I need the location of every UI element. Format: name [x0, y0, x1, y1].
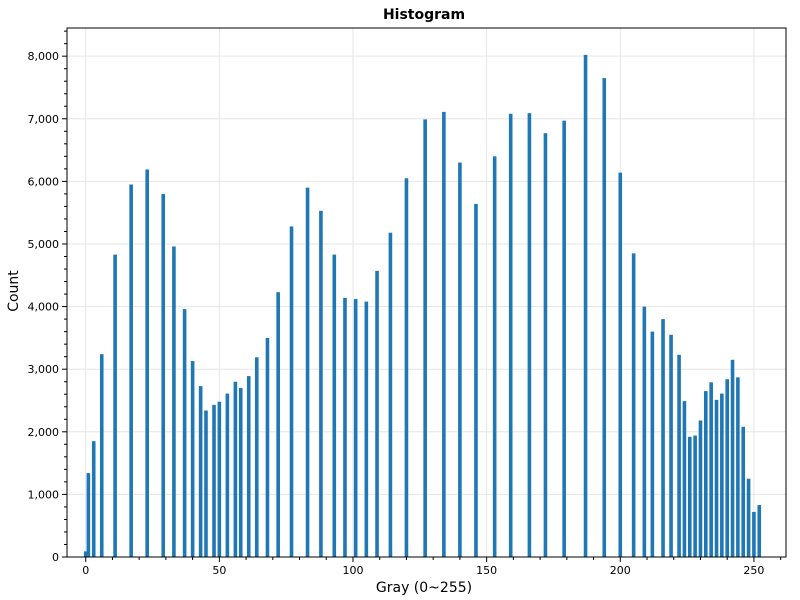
histogram-bar [650, 331, 655, 557]
histogram-bar [442, 111, 446, 557]
histogram-bar [375, 270, 379, 557]
histogram-bar [86, 473, 91, 557]
histogram-bar [752, 511, 756, 557]
y-axis-label: Count [6, 270, 22, 312]
histogram-bar [332, 254, 337, 557]
histogram-bar [736, 377, 740, 557]
y-tick-label: 2,000 [28, 426, 60, 439]
histogram-bar [687, 436, 692, 557]
histogram-bar [388, 232, 393, 557]
histogram-bar [161, 193, 166, 557]
histogram-bar [364, 301, 369, 557]
histogram-bar [583, 54, 588, 558]
histogram-bar [423, 119, 427, 558]
histogram-bar [233, 381, 238, 557]
histogram-bar [190, 361, 195, 557]
histogram-bar [669, 334, 673, 557]
x-axis-label: Gray (0~255) [376, 580, 472, 596]
histogram-bar [265, 337, 270, 557]
y-tick-label: 4,000 [28, 301, 60, 314]
histogram-bar [204, 410, 208, 557]
histogram-bar [693, 435, 697, 557]
y-tick-label: 7,000 [28, 113, 60, 126]
histogram-bar [404, 178, 409, 557]
histogram-bar [661, 319, 665, 557]
histogram-bar [254, 357, 259, 557]
axes-layer [66, 27, 787, 558]
y-tick-label: 6,000 [28, 175, 60, 188]
histogram-bar [714, 399, 719, 557]
histogram-bar [618, 172, 623, 558]
ticks-layer: 0 50 100 150 200 250 0 1,000 2,000 3,000 4,000 5,00… [28, 30, 782, 577]
histogram-bar [677, 354, 681, 557]
histogram-bar [757, 505, 762, 557]
chart-title: Histogram [383, 7, 465, 23]
histogram-bar [319, 210, 323, 558]
x-tick-label: 250 [743, 564, 764, 577]
histogram-bar [99, 354, 104, 557]
histogram-bar [492, 156, 497, 557]
histogram-bar [225, 393, 230, 557]
histogram-bar [562, 120, 566, 558]
histogram-bar [91, 441, 96, 557]
x-tick-label: 150 [476, 564, 497, 577]
histogram-bar [172, 246, 176, 558]
histogram-bar [129, 184, 133, 557]
histogram-bar [682, 401, 687, 557]
histogram-bar [182, 309, 187, 557]
histogram-bar [709, 382, 713, 557]
histogram-bar [83, 551, 88, 557]
y-tick-label: 5,000 [28, 238, 60, 251]
histogram-bar [698, 420, 703, 557]
histogram-bar [543, 133, 548, 558]
x-tick-label: 0 [82, 564, 89, 577]
y-tick-label: 1,000 [28, 488, 60, 501]
histogram-bar [725, 379, 729, 557]
y-tick-label: 3,000 [28, 363, 60, 376]
histogram-bar [474, 203, 478, 558]
histogram-bar [602, 78, 607, 557]
histogram-bar [458, 162, 462, 557]
plot-frame [66, 27, 787, 558]
histogram-bar [343, 297, 347, 557]
histogram-bar [527, 113, 532, 557]
histogram-bar [145, 169, 149, 558]
x-tick-label: 200 [610, 564, 631, 577]
histogram-bar [305, 187, 310, 557]
histogram-bar [508, 113, 513, 558]
histogram-bar [113, 254, 117, 557]
histogram-bar [212, 404, 216, 557]
histogram-bar [631, 253, 636, 557]
histogram-bar [246, 376, 251, 557]
x-tick-label: 50 [212, 564, 226, 577]
histogram-bar [289, 226, 294, 557]
histogram-bar [720, 393, 724, 557]
bars-layer [83, 54, 762, 558]
histogram-bar [353, 299, 358, 557]
histogram-bar [642, 306, 647, 557]
y-tick-label: 0 [52, 551, 59, 564]
histogram-bar [238, 387, 243, 557]
x-tick-label: 100 [342, 564, 363, 577]
y-tick-label: 8,000 [28, 50, 60, 63]
histogram-bar [198, 386, 203, 557]
histogram-bar [217, 401, 222, 557]
histogram-bar [276, 292, 280, 557]
histogram-bar [730, 359, 735, 557]
histogram-bar [704, 391, 708, 557]
histogram-bar [741, 426, 746, 557]
histogram-bar [746, 478, 751, 557]
